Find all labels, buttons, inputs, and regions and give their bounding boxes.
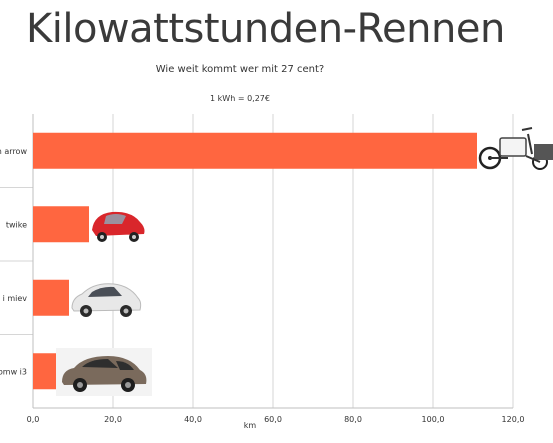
chart-title: Wie weit kommt wer mit 27 cent? — [155, 64, 325, 75]
bmw-i3-car-icon — [56, 348, 152, 396]
x-tick-label: 0,0 — [27, 415, 40, 424]
x-tick-label: 60,0 — [264, 415, 282, 424]
bar — [33, 353, 57, 390]
category-label: twike — [6, 220, 27, 229]
x-axis-label: km — [244, 421, 257, 430]
category-label: bmw i3 — [0, 367, 27, 376]
twike-vehicle-icon — [92, 211, 145, 242]
x-tick-label: 80,0 — [344, 415, 362, 424]
x-tick-label: 100,0 — [422, 415, 445, 424]
category-label: n arrow — [0, 147, 27, 156]
bar — [33, 132, 477, 169]
page-headline: Kilowattstunden-Rennen — [26, 6, 505, 52]
cargo-bike-icon — [478, 127, 553, 170]
category-label: i miev — [3, 294, 28, 303]
bar — [33, 279, 69, 316]
x-tick-label: 20,0 — [104, 415, 122, 424]
chart-subtitle: 1 kWh = 0,27€ — [210, 94, 270, 103]
x-tick-label: 40,0 — [184, 415, 202, 424]
i-miev-car-icon — [71, 283, 142, 317]
bar — [33, 206, 89, 243]
x-tick-label: 120,0 — [502, 415, 525, 424]
